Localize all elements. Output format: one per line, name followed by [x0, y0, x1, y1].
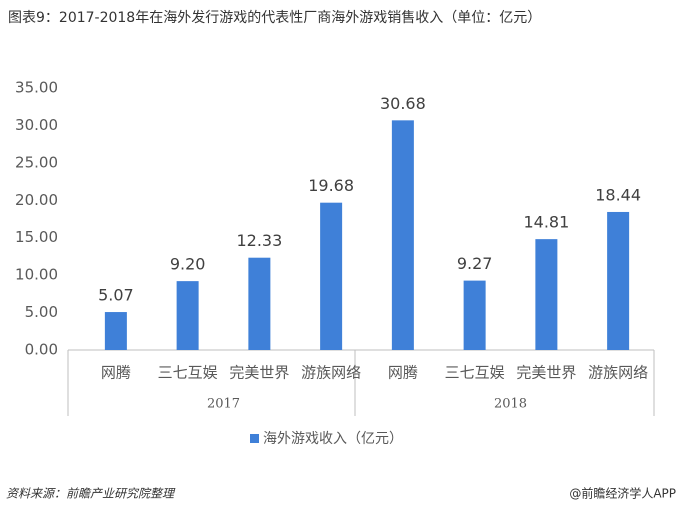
y-tick-label: 25.00: [15, 153, 58, 171]
y-tick-label: 15.00: [15, 228, 58, 246]
y-tick-label: 0.00: [25, 341, 58, 359]
credit: @前瞻经济学人APP: [569, 486, 676, 501]
value-label: 9.27: [457, 254, 493, 273]
bar: [391, 120, 414, 350]
y-tick-label: 10.00: [15, 266, 58, 284]
source-note: 资料来源：前瞻产业研究院整理: [6, 487, 176, 501]
bar: [176, 281, 199, 350]
legend-label: 海外游戏收入（亿元）: [263, 431, 403, 447]
x-tick-label: 三七互娱: [445, 364, 505, 382]
chart-title: 图表9：2017-2018年在海外发行游戏的代表性厂商海外游戏销售收入（单位：亿…: [8, 10, 541, 26]
y-tick-label: 35.00: [15, 79, 58, 97]
bar: [248, 257, 271, 350]
x-tick-label: 网腾: [101, 364, 131, 382]
bar: [104, 312, 127, 350]
bar: [463, 280, 486, 350]
value-label: 18.44: [595, 185, 641, 204]
group-label: 2018: [494, 397, 527, 412]
x-tick-label: 完美世界: [516, 364, 576, 382]
y-tick-label: 5.00: [25, 303, 58, 321]
y-tick-label: 30.00: [15, 116, 58, 134]
bar: [535, 239, 558, 350]
x-tick-label: 完美世界: [229, 364, 289, 382]
value-label: 19.68: [308, 176, 354, 195]
value-label: 30.68: [380, 94, 426, 113]
bar: [607, 211, 630, 350]
value-label: 12.33: [236, 231, 282, 250]
group-label: 2017: [207, 397, 240, 412]
x-tick-label: 游族网络: [301, 364, 361, 382]
value-label: 14.81: [523, 213, 569, 232]
bar: [320, 202, 343, 350]
legend-swatch: [250, 434, 259, 443]
x-tick-label: 三七互娱: [158, 364, 218, 382]
value-label: 5.07: [98, 286, 134, 305]
x-tick-label: 游族网络: [588, 364, 648, 382]
x-tick-label: 网腾: [388, 364, 418, 382]
y-tick-label: 20.00: [15, 191, 58, 209]
value-label: 9.20: [170, 255, 206, 274]
